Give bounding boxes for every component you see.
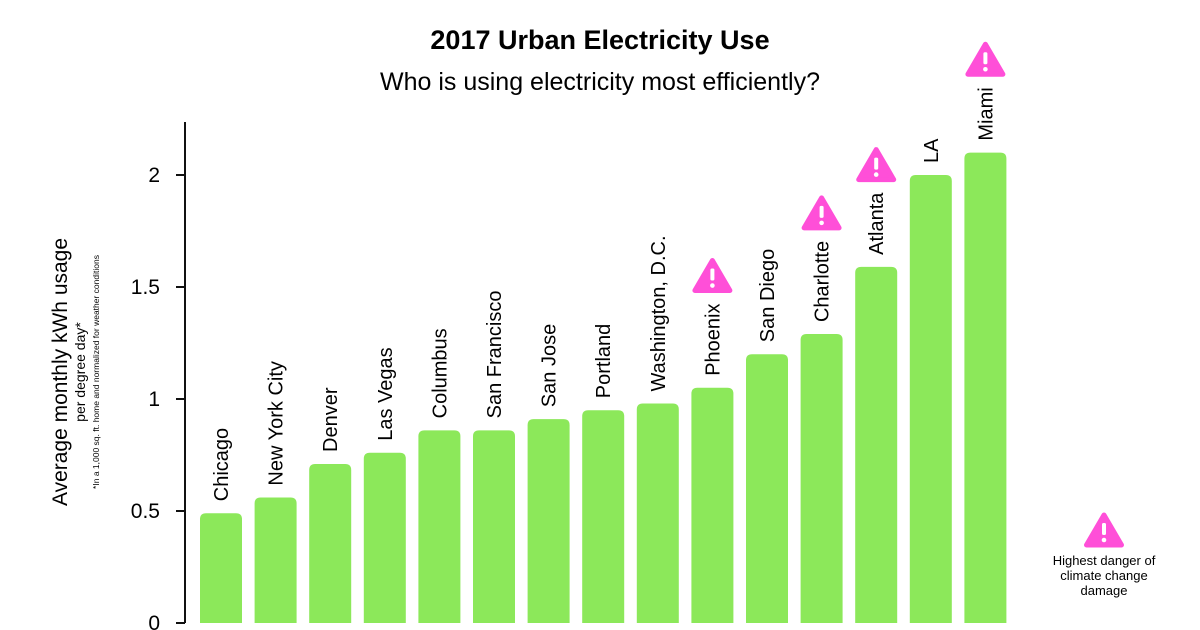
y-axis: 0 0.5 1 1.5 2 bbox=[131, 122, 186, 630]
bar-charlotte bbox=[800, 334, 843, 623]
category-label: Washington, D.C. bbox=[648, 235, 670, 391]
y-axis-label: Average monthly kWh usage per degree day… bbox=[49, 238, 101, 506]
warning-icon bbox=[692, 258, 733, 294]
category-labels: Chicago New York City Denver Las Vegas Colum… bbox=[211, 87, 997, 501]
bar-atlanta bbox=[855, 266, 898, 623]
legend-line-3: damage bbox=[1081, 583, 1128, 598]
y-tick-label: 1.5 bbox=[131, 276, 160, 299]
bar-miami bbox=[964, 152, 1007, 623]
category-label: Portland bbox=[593, 324, 615, 399]
legend: Highest danger of climate change damage bbox=[1053, 512, 1156, 598]
category-label: Atlanta bbox=[866, 192, 888, 255]
legend-warning-icon bbox=[1084, 512, 1124, 548]
bar-denver bbox=[309, 463, 352, 623]
bar-portland bbox=[582, 410, 625, 623]
bars bbox=[200, 152, 1007, 623]
warning-markers bbox=[692, 41, 1006, 294]
y-tick-label: 1 bbox=[148, 388, 160, 411]
y-axis-footnote: *In a 1,000 sq. ft. home and normalized … bbox=[91, 255, 101, 489]
category-label: San Jose bbox=[539, 324, 561, 407]
legend-line-1: Highest danger of bbox=[1053, 553, 1156, 568]
warning-icon bbox=[801, 195, 842, 231]
bar-san-francisco bbox=[473, 430, 515, 623]
bar-new-york-city bbox=[254, 497, 297, 623]
bar-las-vegas bbox=[363, 452, 406, 623]
category-label: Miami bbox=[975, 87, 997, 140]
bar-columbus bbox=[418, 430, 461, 623]
chart-subtitle: Who is using electricity most efficientl… bbox=[380, 68, 820, 96]
bar-san-diego bbox=[746, 354, 788, 623]
category-label: Las Vegas bbox=[375, 347, 397, 440]
bar-phoenix bbox=[691, 387, 734, 623]
bar-la bbox=[909, 175, 952, 623]
y-axis-subtitle: per degree day* bbox=[72, 322, 88, 422]
chart-title: 2017 Urban Electricity Use bbox=[430, 25, 769, 55]
category-label: Phoenix bbox=[702, 304, 724, 376]
category-label: Charlotte bbox=[812, 241, 834, 322]
category-label: Chicago bbox=[211, 428, 233, 501]
legend-line-2: climate change bbox=[1060, 568, 1147, 583]
category-label: New York City bbox=[266, 361, 288, 486]
y-axis-title: Average monthly kWh usage bbox=[49, 238, 72, 506]
y-tick-label: 0 bbox=[148, 612, 160, 630]
warning-icon bbox=[1084, 512, 1124, 548]
bar-san-jose bbox=[527, 419, 570, 623]
category-label: San Francisco bbox=[484, 291, 506, 419]
bar-washington-d-c bbox=[636, 403, 679, 623]
category-label: Columbus bbox=[429, 328, 451, 418]
warning-icon bbox=[856, 147, 897, 183]
warning-icon bbox=[965, 41, 1006, 77]
category-label: Denver bbox=[320, 387, 342, 452]
y-tick-label: 0.5 bbox=[131, 500, 160, 523]
category-label: LA bbox=[921, 138, 943, 163]
y-tick-label: 2 bbox=[148, 164, 160, 187]
category-label: San Diego bbox=[757, 249, 779, 342]
bar-chicago bbox=[200, 513, 242, 623]
